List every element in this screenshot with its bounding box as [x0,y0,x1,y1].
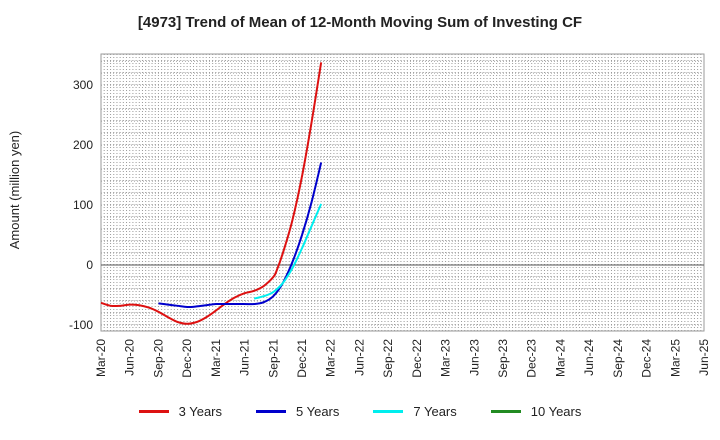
legend-swatch [256,410,286,413]
x-tick-label: Mar-21 [209,339,223,377]
y-tick-label: 200 [73,138,93,152]
legend-label: 3 Years [178,404,222,419]
x-tick-label: Dec-22 [410,339,424,378]
legend-item-5-years: 5 Years [256,404,339,419]
legend-label: 10 Years [530,404,582,419]
series-line-5-years [158,162,323,309]
x-tick-label: Dec-24 [640,339,654,378]
x-tick-label: Mar-20 [94,339,108,377]
legend-item-10-years: 10 Years [490,404,582,419]
x-tick-label: Sep-22 [381,339,395,378]
x-tick-label: Jun-24 [582,339,596,376]
x-tick-label: Mar-24 [553,339,567,377]
x-tick-label: Mar-25 [668,339,682,377]
grid-layer [100,53,705,332]
x-tick-label: Jun-20 [123,339,137,376]
legend-label: 5 Years [296,404,340,419]
legend-item-3-years: 3 Years [138,404,222,419]
x-tick-label: Dec-23 [525,339,539,378]
legend-label: 7 Years [413,404,457,419]
axis-layer: -100 0 100 200 300 Mar-20 Jun-20 Sep-20 Dec-20 Ma… [69,78,711,378]
legend-swatch [138,410,169,413]
y-tick-label: 0 [86,258,93,272]
x-tick-label: Jun-22 [352,339,366,376]
y-tick-label: 100 [73,198,93,212]
y-tick-label: 300 [73,78,93,92]
x-tick-label: Dec-20 [180,339,194,378]
series-layer [100,62,323,325]
x-tick-label: Sep-20 [151,339,165,378]
x-tick-label: Mar-23 [439,339,453,377]
x-tick-label: Jun-21 [238,339,252,376]
x-tick-label: Jun-25 [697,339,711,376]
chart-title: [4973] Trend of Mean of 12-Month Moving … [137,14,583,31]
x-tick-label: Sep-23 [496,339,510,378]
series-line-7-years [253,203,323,300]
x-tick-label: Dec-21 [295,339,309,378]
y-axis-title: Amount (million yen) [7,131,22,250]
legend-swatch [490,410,521,413]
y-tick-label: -100 [69,318,93,332]
legend-swatch [373,410,404,413]
series-line-3-years [100,62,323,325]
x-tick-label: Jun-23 [467,339,481,376]
x-tick-label: Mar-22 [324,339,338,377]
legend-item-7-years: 7 Years [373,404,457,419]
x-tick-label: Sep-21 [266,339,280,378]
x-tick-label: Sep-24 [611,339,625,378]
legend: 3 Years 5 Years 7 Years 10 Years [0,404,720,419]
